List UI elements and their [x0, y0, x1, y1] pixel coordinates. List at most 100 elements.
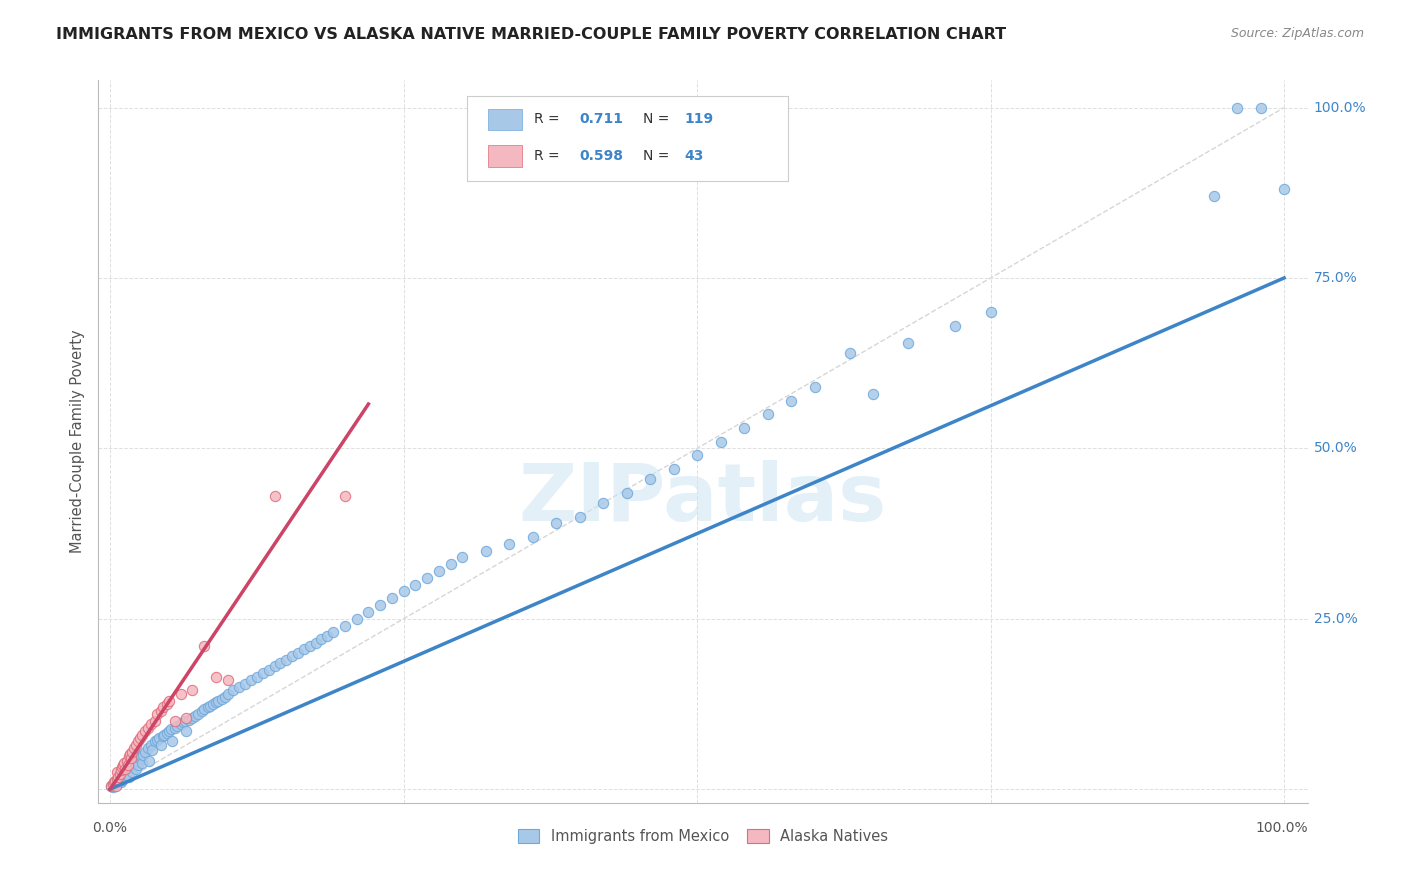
FancyBboxPatch shape [467, 96, 787, 181]
Point [263, 659, 285, 673]
Point [146, 733, 169, 747]
Point [381, 591, 404, 606]
Point [149, 738, 172, 752]
Point [214, 690, 236, 705]
Point [107, 770, 129, 784]
Point [122, 741, 145, 756]
Point [120, 747, 142, 761]
Point [149, 704, 172, 718]
Point [980, 305, 1002, 319]
Point [143, 734, 166, 748]
Point [638, 472, 661, 486]
Point [124, 755, 146, 769]
Point [710, 434, 733, 449]
Point [152, 700, 174, 714]
Point [117, 762, 139, 776]
Point [263, 489, 285, 503]
Point [298, 639, 321, 653]
Point [197, 700, 219, 714]
Text: 100.0%: 100.0% [1256, 821, 1308, 835]
Point [105, 772, 128, 786]
Point [281, 649, 304, 664]
Point [357, 605, 380, 619]
Point [132, 748, 155, 763]
Point [163, 721, 186, 735]
Point [108, 767, 131, 781]
Point [475, 543, 498, 558]
Point [118, 749, 141, 764]
Point [733, 421, 755, 435]
Point [211, 692, 233, 706]
Text: 119: 119 [685, 112, 714, 127]
Point [333, 489, 356, 503]
Point [101, 777, 124, 791]
Point [122, 756, 145, 771]
Point [252, 666, 274, 681]
Point [120, 758, 142, 772]
Point [103, 778, 125, 792]
Point [114, 762, 136, 776]
Point [404, 577, 426, 591]
Point [228, 680, 250, 694]
Point [111, 768, 134, 782]
Point [127, 758, 149, 772]
Point [138, 754, 160, 768]
Point [120, 751, 142, 765]
Point [316, 629, 339, 643]
Point [112, 771, 135, 785]
Point [174, 714, 197, 728]
Point [136, 741, 159, 756]
Point [190, 704, 212, 718]
Point [1226, 101, 1249, 115]
Point [392, 584, 415, 599]
Point [169, 717, 191, 731]
Point [546, 516, 568, 531]
Text: 100.0%: 100.0% [1313, 101, 1367, 114]
Point [568, 509, 591, 524]
Point [181, 683, 204, 698]
Point [148, 731, 170, 745]
Point [141, 742, 163, 756]
Point [152, 729, 174, 743]
Point [1272, 182, 1295, 196]
Point [1202, 189, 1225, 203]
Point [141, 738, 163, 752]
Point [427, 564, 450, 578]
Point [181, 710, 204, 724]
Point [105, 765, 128, 780]
Point [110, 775, 132, 789]
Point [141, 717, 163, 731]
Point [155, 726, 177, 740]
Point [193, 702, 215, 716]
Point [177, 713, 200, 727]
Point [118, 770, 141, 784]
Point [292, 642, 315, 657]
Point [157, 693, 180, 707]
Point [439, 558, 461, 572]
Point [202, 697, 225, 711]
Point [756, 407, 779, 421]
Point [104, 777, 127, 791]
Point [311, 632, 333, 647]
Point [105, 779, 128, 793]
Point [217, 687, 239, 701]
Legend: Immigrants from Mexico, Alaska Natives: Immigrants from Mexico, Alaska Natives [512, 823, 894, 850]
Point [104, 774, 127, 789]
Point [322, 625, 344, 640]
Point [498, 537, 520, 551]
Point [110, 763, 132, 777]
Point [945, 318, 967, 333]
Point [155, 697, 177, 711]
Point [276, 653, 298, 667]
Point [287, 646, 309, 660]
Text: ZIPatlas: ZIPatlas [519, 460, 887, 539]
Point [897, 335, 920, 350]
Text: Source: ZipAtlas.com: Source: ZipAtlas.com [1230, 27, 1364, 40]
FancyBboxPatch shape [488, 145, 522, 167]
Point [169, 687, 191, 701]
Point [121, 765, 143, 780]
Point [416, 571, 439, 585]
Point [143, 714, 166, 728]
Point [100, 779, 122, 793]
Point [662, 462, 685, 476]
